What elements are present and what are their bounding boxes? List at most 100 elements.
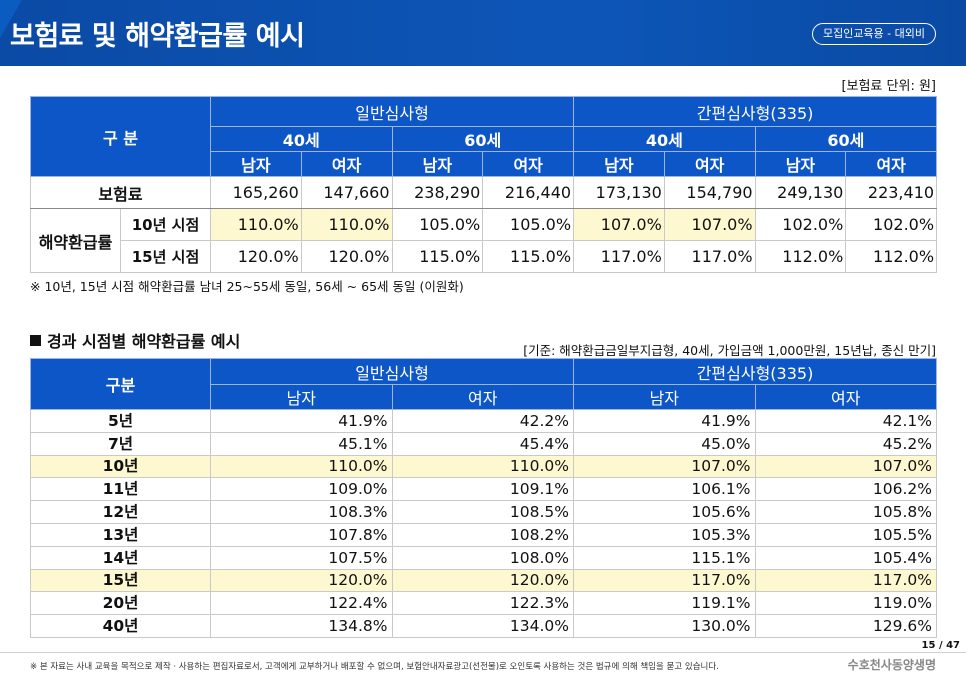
refund-rate-cell: 134.0%: [391, 614, 575, 638]
section-title-text: 경과 시점별 해약환급률 예시: [47, 332, 241, 351]
refund-cell: 117.0%: [663, 240, 756, 273]
refund-rate-cell: 45.0%: [573, 431, 756, 456]
refund-cell: 105.0%: [391, 208, 484, 241]
refund-cell: 120.0%: [210, 240, 302, 273]
criteria-note: [기준: 해약환급금일부지급형, 40세, 가입금액 1,000만원, 15년납…: [523, 343, 936, 358]
refund-rate-cell: 122.3%: [391, 591, 575, 616]
year-cell: 11년: [30, 477, 211, 502]
refund-rate-cell: 105.4%: [754, 545, 938, 570]
premium-row: 보험료 165,260 147,660 238,290 216,440 173,…: [29, 176, 938, 209]
refund-rate-cell: 41.9%: [573, 409, 756, 433]
table2-gender: 남자: [573, 384, 756, 410]
refund-rate-cell: 107.5%: [210, 545, 393, 570]
table1-gender: 여자: [845, 151, 938, 177]
refund-rate-cell: 134.8%: [210, 614, 393, 638]
refund-rate-cell: 42.1%: [754, 409, 938, 433]
refund-rate-cell: 42.2%: [391, 409, 575, 433]
refund-cell: 115.0%: [482, 240, 575, 273]
refund-rate-cell: 108.0%: [391, 545, 575, 570]
refund-rate-cell: 106.2%: [754, 477, 938, 502]
refund-cell: 110.0%: [300, 208, 393, 241]
refund-rate-cell: 107.0%: [754, 454, 938, 479]
table-row: 10년 110.0% 110.0% 107.0% 107.0%: [30, 454, 938, 479]
page-title: 보험료 및 해약환급률 예시: [10, 21, 305, 52]
refund-rate-cell: 105.3%: [573, 522, 756, 547]
premium-cell: 249,130: [754, 176, 847, 209]
refund-rate-cell: 117.0%: [573, 568, 756, 593]
refund-cell: 102.0%: [845, 208, 938, 241]
refund-rate-cell: 106.1%: [573, 477, 756, 502]
refund-footnote: ※ 10년, 15년 시점 해약환급률 남녀 25~55세 동일, 56세 ~ …: [30, 279, 464, 294]
table1-group-general: 일반심사형: [210, 96, 575, 127]
table-row: 15년 120.0% 120.0% 117.0% 117.0%: [30, 568, 938, 593]
refund-rate-cell: 117.0%: [754, 568, 938, 593]
table1-gender: 남자: [573, 151, 665, 177]
refund-rate-cell: 108.3%: [210, 500, 393, 524]
premium-label: 보험료: [29, 176, 212, 209]
table1-age: 40세: [573, 126, 756, 152]
year-cell: 40년: [30, 614, 211, 638]
refund-rate-cell: 107.8%: [210, 522, 393, 547]
refund-cell: 112.0%: [845, 240, 938, 273]
refund-rate-cell: 105.6%: [573, 500, 756, 524]
refund-rate-cell: 120.0%: [391, 568, 575, 593]
refund-cell: 117.0%: [573, 240, 665, 273]
table-row: 14년 107.5% 108.0% 115.1% 105.4%: [30, 545, 938, 570]
year-cell: 15년: [30, 568, 211, 593]
refund-rate-cell: 105.5%: [754, 522, 938, 547]
refund-rate-cell: 105.8%: [754, 500, 938, 524]
refund-rate-cell: 110.0%: [210, 454, 393, 479]
refund-cell: 115.0%: [391, 240, 484, 273]
refund-rate-cell: 120.0%: [210, 568, 393, 593]
elapsed-refund-table: 구분 일반심사형 간편심사형(335) 남자 여자 남자 여자 5년 41.9% 4…: [30, 358, 938, 638]
company-logo-text: 수호천사동양생명: [847, 658, 936, 672]
refund-rate-cell: 122.4%: [210, 591, 393, 616]
page-number: 15 / 47: [921, 640, 960, 651]
table-row: 7년 45.1% 45.4% 45.0% 45.2%: [30, 431, 938, 456]
confidential-badge: 모집인교육용 - 대외비: [811, 23, 936, 45]
table-row: 40년 134.8% 134.0% 130.0% 129.6%: [30, 614, 938, 638]
table1-corner: 구 분: [29, 96, 212, 177]
refund-rate-cell: 115.1%: [573, 545, 756, 570]
table1-age: 60세: [391, 126, 575, 152]
premium-cell: 173,130: [573, 176, 665, 209]
refund-rate-cell: 110.0%: [391, 454, 575, 479]
table-row: 13년 107.8% 108.2% 105.3% 105.5%: [30, 522, 938, 547]
refund-rate-cell: 41.9%: [210, 409, 393, 433]
table-row: 12년 108.3% 108.5% 105.6% 105.8%: [30, 500, 938, 524]
refund-cell: 107.0%: [573, 208, 665, 241]
refund-row-15y: 15년 시점 120.0% 120.0% 115.0% 115.0% 117.0…: [31, 240, 938, 273]
table1-gender: 남자: [210, 151, 302, 177]
refund-point-label: 10년 시점: [119, 208, 212, 241]
table1-gender: 남자: [754, 151, 847, 177]
page-header: 보험료 및 해약환급률 예시 모집인교육용 - 대외비: [0, 0, 966, 66]
header-bar: [0, 0, 966, 66]
refund-rate-cell: 119.0%: [754, 591, 938, 616]
refund-cell: 107.0%: [663, 208, 756, 241]
year-cell: 7년: [30, 431, 211, 456]
year-cell: 14년: [30, 545, 211, 570]
refund-cell: 120.0%: [300, 240, 393, 273]
refund-rate-cell: 109.1%: [391, 477, 575, 502]
refund-point-label: 15년 시점: [119, 240, 212, 273]
premium-cell: 165,260: [210, 176, 302, 209]
refund-cell: 102.0%: [754, 208, 847, 241]
premium-unit-note: [보험료 단위: 원]: [841, 79, 936, 94]
refund-cell: 112.0%: [754, 240, 847, 273]
refund-rate-cell: 109.0%: [210, 477, 393, 502]
table-row: 20년 122.4% 122.3% 119.1% 119.0%: [30, 591, 938, 616]
refund-rate-cell: 119.1%: [573, 591, 756, 616]
table2-gender: 여자: [754, 384, 938, 410]
year-cell: 13년: [30, 522, 211, 547]
table1-age: 60세: [754, 126, 938, 152]
premium-cell: 223,410: [845, 176, 938, 209]
table1-gender: 여자: [300, 151, 393, 177]
disclaimer: ※ 본 자료는 사내 교육을 목적으로 제작 · 사용하는 편집자료로서, 고객…: [30, 662, 719, 672]
table1-gender: 여자: [482, 151, 575, 177]
table1-age: 40세: [210, 126, 393, 152]
year-cell: 20년: [30, 591, 211, 616]
refund-rate-cell: 108.5%: [391, 500, 575, 524]
table1-gender: 여자: [663, 151, 756, 177]
refund-cell: 110.0%: [210, 208, 302, 241]
refund-rate-cell: 107.0%: [573, 454, 756, 479]
